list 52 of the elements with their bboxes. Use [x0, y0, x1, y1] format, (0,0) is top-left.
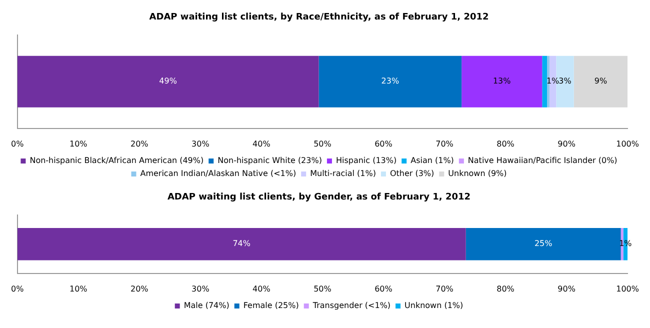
x-tick-label: 70%: [436, 139, 454, 148]
x-tick-label: 50%: [314, 284, 332, 294]
bar: [318, 56, 462, 108]
data-label: 9%: [594, 76, 608, 86]
x-tick-label: 10%: [69, 139, 88, 148]
legend-label: Native Hawaiian/Pacific Islander (0%): [468, 156, 618, 166]
bar: [462, 56, 542, 108]
data-label: 74%: [232, 239, 251, 248]
legend-label: Non-hispanic Black/African American (49%): [30, 156, 204, 166]
legend-label: Transgender (<1%): [312, 301, 391, 310]
bar: [542, 56, 548, 108]
x-tick-label: 50%: [314, 139, 332, 148]
legend-label: Unknown (1%): [404, 301, 464, 310]
legend-label: Multi-racial (1%): [310, 169, 376, 178]
x-tick-label: 0%: [10, 284, 24, 294]
x-tick-label: 70%: [436, 284, 454, 294]
x-tick-label: 0%: [10, 139, 24, 148]
x-tick-label: 80%: [496, 139, 515, 148]
x-tick-label: 90%: [558, 139, 576, 148]
legend-label: Asian (1%): [410, 156, 454, 166]
legend-label: Other (3%): [390, 169, 434, 178]
x-tick-label: 10%: [69, 284, 88, 294]
legend-label: Non-hispanic White (23%): [218, 156, 322, 166]
x-tick-label: 30%: [192, 284, 210, 294]
bar: [466, 228, 621, 260]
data-label: 23%: [381, 76, 400, 86]
x-tick-label: 100%: [616, 139, 640, 148]
chart-title: ADAP waiting list clients, by Gender, as of February 1, 2012: [167, 192, 471, 203]
data-label: 49%: [159, 76, 178, 86]
x-tick-label: 90%: [558, 284, 576, 294]
legend-label: Hispanic (13%): [336, 156, 397, 166]
bar: [574, 56, 628, 108]
x-tick-label: 30%: [192, 139, 210, 148]
bar: [17, 56, 319, 108]
x-tick-label: 100%: [616, 284, 640, 294]
bar: [17, 228, 466, 260]
x-tick-label: 60%: [374, 284, 393, 294]
x-tick-label: 40%: [252, 139, 271, 148]
data-label: 1%: [546, 76, 560, 86]
data-label: 3%: [558, 76, 572, 86]
data-label: 13%: [492, 76, 512, 86]
x-tick-label: 20%: [130, 284, 149, 294]
legend-label: American Indian/Alaskan Native (<1%): [140, 169, 296, 178]
x-tick-label: 60%: [374, 139, 393, 148]
legend-label: Unknown (9%): [448, 169, 507, 178]
x-tick-label: 80%: [496, 284, 515, 294]
legend-label: Female (25%): [243, 301, 299, 310]
x-tick-label: 20%: [130, 139, 149, 148]
chart-title: ADAP waiting list clients, by Race/Ethnicity, as of February 1, 2012: [149, 12, 489, 23]
legend-label: Male (74%): [184, 301, 230, 310]
data-label: 25%: [534, 239, 553, 248]
x-tick-label: 40%: [252, 284, 271, 294]
